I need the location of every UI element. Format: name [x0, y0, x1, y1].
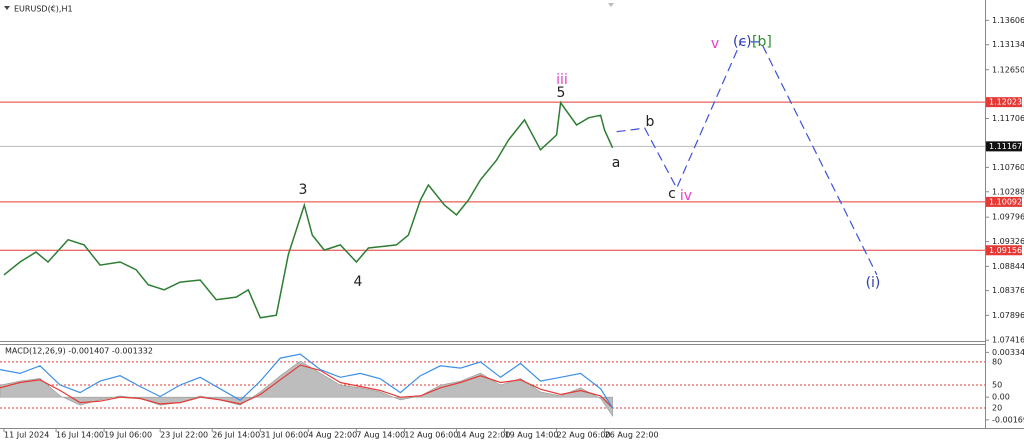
- level-badge: [986, 196, 1022, 207]
- y-tick-label: 1.09326: [992, 237, 1024, 246]
- y-tick-label: 1.13606: [992, 16, 1024, 25]
- x-tick-label: 7 Aug 14:00: [356, 431, 405, 440]
- wave-label: 3: [299, 182, 308, 198]
- x-tick-label: 19 Aug 14:00: [505, 431, 559, 440]
- current-price-label: 1.11167: [989, 142, 1022, 151]
- x-tick-label: 14 Aug 22:00: [456, 431, 510, 440]
- y-tick-label: 1.10288: [992, 187, 1024, 196]
- y-tick-label: 1.11706: [992, 114, 1024, 123]
- y-tick-label: 1.12650: [992, 65, 1024, 74]
- y-tick-label: 1.13134: [992, 40, 1024, 49]
- indicator-line: [0, 364, 614, 409]
- wave-label: iii: [556, 72, 568, 88]
- y-tick-label: 1.09796: [992, 213, 1024, 222]
- y-tick-label: 0.00: [992, 393, 1010, 402]
- wave-label: 5: [557, 85, 566, 101]
- y-tick-label: 1.07416: [992, 336, 1024, 345]
- y2-tick-label: 20: [992, 404, 1002, 413]
- wave-label: (c): [733, 34, 752, 50]
- current-price-badge: [986, 141, 1022, 152]
- indicator-title: MACD(12,26,9) -0.001407 -0.001332: [5, 347, 153, 356]
- y2-tick-label: 80: [992, 357, 1002, 366]
- level-label: 1.12023: [989, 98, 1022, 107]
- wave-label: (i): [866, 275, 881, 291]
- wave-label: a: [612, 155, 621, 171]
- chart-title: EURUSD(€),H1: [14, 5, 73, 14]
- x-tick-label: 26 Jul 14:00: [212, 431, 260, 440]
- scroll-icon: [608, 3, 614, 7]
- level-badge: [986, 97, 1022, 108]
- x-tick-label: 12 Aug 06:00: [404, 431, 458, 440]
- price-line: [3, 100, 614, 319]
- projection-line: [616, 41, 878, 276]
- symbol-menu-icon: [4, 6, 10, 10]
- wave-label: [b]: [752, 34, 772, 50]
- y-tick-label: 1.08376: [992, 286, 1024, 295]
- x-tick-label: 16 Jul 14:00: [56, 431, 104, 440]
- y-tick-label: 1.07896: [992, 311, 1024, 320]
- indicator-line: [0, 353, 614, 409]
- x-tick-label: 19 Jul 06:00: [104, 431, 152, 440]
- wave-label: 4: [354, 274, 363, 290]
- y-tick-label: 1.08844: [992, 262, 1024, 271]
- wave-label: b: [646, 114, 655, 130]
- x-tick-label: 4 Aug 22:00: [308, 431, 357, 440]
- wave-label: c: [668, 186, 676, 202]
- x-tick-label: 26 Aug 22:00: [605, 431, 659, 440]
- wave-label: iv: [680, 188, 692, 204]
- x-tick-label: 11 Jul 2024: [4, 431, 49, 440]
- level-badge: [986, 245, 1022, 256]
- y-tick-label: -0.00169: [992, 415, 1024, 424]
- level-label: 1.10092: [989, 197, 1022, 206]
- y-tick-label: 1.10760: [992, 163, 1024, 172]
- level-label: 1.09156: [989, 246, 1022, 255]
- x-tick-label: 31 Jul 06:00: [260, 431, 308, 440]
- x-tick-label: 22 Aug 06:00: [557, 431, 611, 440]
- y2-tick-label: 50: [992, 380, 1002, 389]
- y-tick-label: 0.003349: [992, 348, 1024, 357]
- x-tick-label: 23 Jul 22:00: [160, 431, 208, 440]
- wave-label: v: [711, 36, 719, 52]
